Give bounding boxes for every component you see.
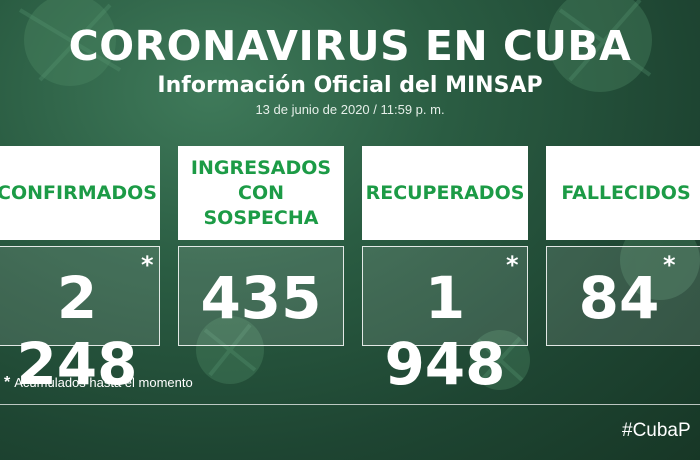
stat-card-body: 435	[178, 246, 344, 346]
asterisk-mark: *	[141, 251, 154, 279]
stat-card-body: 1 948 *	[362, 246, 528, 397]
stat-card-header: RECUPERADOS	[362, 146, 528, 240]
footnote: * Acumulados hasta el momento	[4, 374, 193, 392]
stat-card-header: FALLECIDOS	[546, 146, 700, 240]
stat-card-fallecidos: FALLECIDOS 84 *	[546, 146, 700, 346]
stat-card-body: 2 248 *	[0, 246, 160, 397]
hashtag: #CubaP	[622, 420, 691, 441]
stat-card-recuperados: RECUPERADOS 1 948 *	[362, 146, 528, 397]
page-title: CORONAVIRUS EN CUBA	[68, 22, 632, 70]
stat-card-header: INGRESADOS CON SOSPECHA	[178, 146, 344, 240]
asterisk-mark: *	[663, 251, 676, 279]
asterisk-mark: *	[506, 251, 519, 279]
stat-card-body: 84 *	[546, 246, 700, 346]
stat-card-ingresados: INGRESADOS CON SOSPECHA 435	[178, 146, 344, 346]
page-subtitle: Información Oficial del MINSAP	[157, 73, 543, 98]
footnote-asterisk: *	[4, 374, 11, 391]
stat-value: 84	[578, 264, 660, 332]
stat-label: FALLECIDOS	[561, 181, 691, 204]
stat-card-confirmados: CONFIRMADOS 2 248 *	[0, 146, 160, 397]
stat-value: 2 248	[16, 264, 138, 398]
stat-value: 435	[200, 264, 322, 332]
stat-card-header: CONFIRMADOS	[0, 146, 160, 240]
stat-label: INGRESADOS CON SOSPECHA	[190, 156, 332, 229]
divider	[0, 404, 700, 405]
stat-label: RECUPERADOS	[365, 181, 525, 204]
stat-value: 1 948	[384, 264, 506, 398]
footnote-text: Acumulados hasta el momento	[14, 375, 193, 390]
report-date: 13 de junio de 2020 / 11:59 p. m.	[255, 102, 445, 117]
stat-label: CONFIRMADOS	[0, 181, 157, 204]
